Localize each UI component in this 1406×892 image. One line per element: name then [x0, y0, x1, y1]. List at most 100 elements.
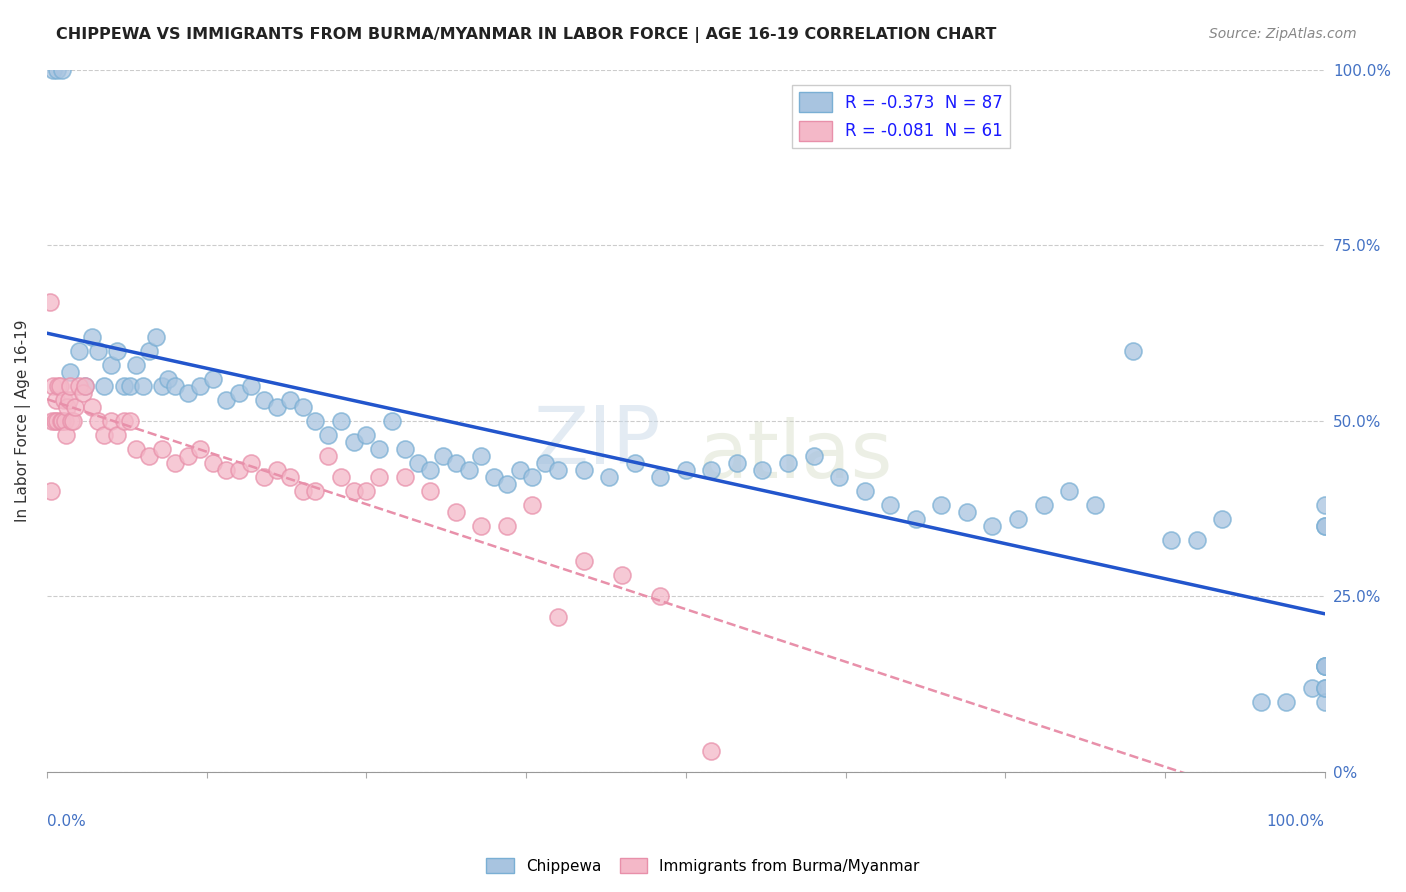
Point	[1211, 512, 1233, 526]
Point	[1185, 533, 1208, 548]
Point	[316, 449, 339, 463]
Point	[725, 456, 748, 470]
Point	[93, 428, 115, 442]
Point	[45, 392, 67, 407]
Point	[904, 512, 927, 526]
Legend: Chippewa, Immigrants from Burma/Myanmar: Chippewa, Immigrants from Burma/Myanmar	[479, 852, 927, 880]
Point	[650, 590, 672, 604]
Text: Source: ZipAtlas.com: Source: ZipAtlas.com	[1209, 27, 1357, 41]
Point	[329, 414, 352, 428]
Point	[105, 428, 128, 442]
Point	[803, 449, 825, 463]
Point	[240, 379, 263, 393]
Point	[381, 414, 404, 428]
Point	[572, 463, 595, 477]
Point	[343, 484, 366, 499]
Point	[1250, 695, 1272, 709]
Point	[1160, 533, 1182, 548]
Point	[1313, 659, 1336, 673]
Point	[522, 470, 544, 484]
Point	[1084, 498, 1107, 512]
Point	[138, 343, 160, 358]
Point	[100, 414, 122, 428]
Point	[278, 470, 301, 484]
Point	[956, 505, 979, 519]
Point	[46, 414, 69, 428]
Point	[623, 456, 645, 470]
Point	[343, 434, 366, 449]
Point	[44, 414, 66, 428]
Point	[145, 329, 167, 343]
Point	[75, 379, 97, 393]
Point	[776, 456, 799, 470]
Point	[215, 392, 238, 407]
Point	[368, 442, 391, 456]
Point	[470, 519, 492, 533]
Point	[931, 498, 953, 512]
Point	[509, 463, 531, 477]
Point	[53, 414, 76, 428]
Point	[55, 428, 77, 442]
Point	[368, 470, 391, 484]
Point	[138, 449, 160, 463]
Point	[253, 470, 276, 484]
Point	[202, 456, 225, 470]
Point	[150, 379, 173, 393]
Text: atlas: atlas	[699, 417, 893, 495]
Point	[87, 414, 110, 428]
Point	[163, 379, 186, 393]
Point	[1313, 681, 1336, 695]
Point	[80, 400, 103, 414]
Point	[1275, 695, 1298, 709]
Point	[52, 392, 75, 407]
Point	[75, 379, 97, 393]
Point	[60, 414, 83, 428]
Point	[751, 463, 773, 477]
Point	[598, 470, 620, 484]
Point	[176, 449, 198, 463]
Point	[406, 456, 429, 470]
Legend: R = -0.373  N = 87, R = -0.081  N = 61: R = -0.373 N = 87, R = -0.081 N = 61	[792, 86, 1010, 148]
Point	[879, 498, 901, 512]
Point	[1122, 343, 1144, 358]
Point	[278, 392, 301, 407]
Point	[496, 477, 519, 491]
Point	[51, 63, 73, 78]
Text: ZIP: ZIP	[533, 403, 661, 481]
Point	[72, 385, 94, 400]
Point	[188, 379, 211, 393]
Point	[981, 519, 1004, 533]
Point	[1313, 681, 1336, 695]
Point	[1313, 498, 1336, 512]
Point	[80, 329, 103, 343]
Point	[105, 343, 128, 358]
Point	[394, 442, 416, 456]
Point	[1313, 519, 1336, 533]
Point	[1313, 695, 1336, 709]
Point	[470, 449, 492, 463]
Point	[419, 463, 441, 477]
Point	[1313, 519, 1336, 533]
Point	[202, 372, 225, 386]
Point	[291, 484, 314, 499]
Point	[41, 414, 63, 428]
Point	[49, 414, 72, 428]
Point	[228, 463, 250, 477]
Point	[266, 463, 288, 477]
Point	[125, 442, 148, 456]
Point	[132, 379, 155, 393]
Point	[39, 484, 62, 499]
Point	[51, 414, 73, 428]
Point	[112, 379, 135, 393]
Point	[176, 385, 198, 400]
Point	[48, 379, 70, 393]
Point	[675, 463, 697, 477]
Point	[329, 470, 352, 484]
Point	[1313, 659, 1336, 673]
Point	[1057, 484, 1080, 499]
Point	[62, 414, 84, 428]
Point	[356, 484, 378, 499]
Point	[610, 568, 633, 582]
Y-axis label: In Labor Force | Age 16-19: In Labor Force | Age 16-19	[15, 319, 31, 522]
Point	[118, 379, 141, 393]
